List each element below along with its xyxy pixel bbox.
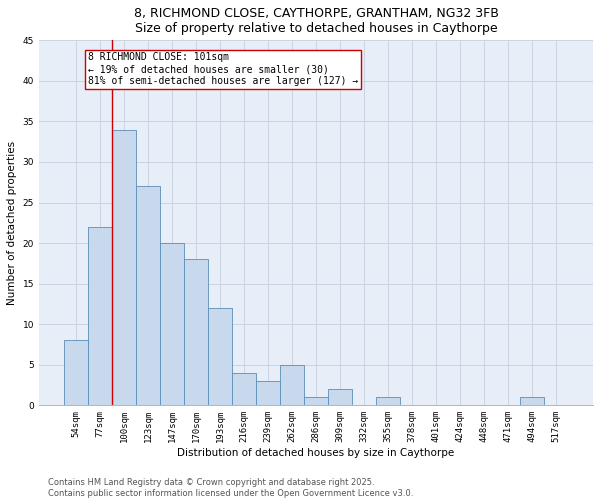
Bar — [88, 227, 112, 406]
Title: 8, RICHMOND CLOSE, CAYTHORPE, GRANTHAM, NG32 3FB
Size of property relative to de: 8, RICHMOND CLOSE, CAYTHORPE, GRANTHAM, … — [134, 7, 499, 35]
Bar — [328, 389, 352, 406]
Bar — [208, 308, 232, 406]
Bar — [280, 365, 304, 406]
Bar — [112, 130, 136, 406]
Bar — [256, 381, 280, 406]
Bar — [520, 398, 544, 406]
Text: 8 RICHMOND CLOSE: 101sqm
← 19% of detached houses are smaller (30)
81% of semi-d: 8 RICHMOND CLOSE: 101sqm ← 19% of detach… — [88, 52, 358, 86]
Bar — [184, 260, 208, 406]
Y-axis label: Number of detached properties: Number of detached properties — [7, 141, 17, 305]
Text: Contains HM Land Registry data © Crown copyright and database right 2025.
Contai: Contains HM Land Registry data © Crown c… — [48, 478, 413, 498]
Bar — [160, 243, 184, 406]
Bar — [232, 373, 256, 406]
Bar — [376, 398, 400, 406]
Bar — [64, 340, 88, 406]
Bar — [304, 398, 328, 406]
X-axis label: Distribution of detached houses by size in Caythorpe: Distribution of detached houses by size … — [178, 448, 455, 458]
Bar — [136, 186, 160, 406]
